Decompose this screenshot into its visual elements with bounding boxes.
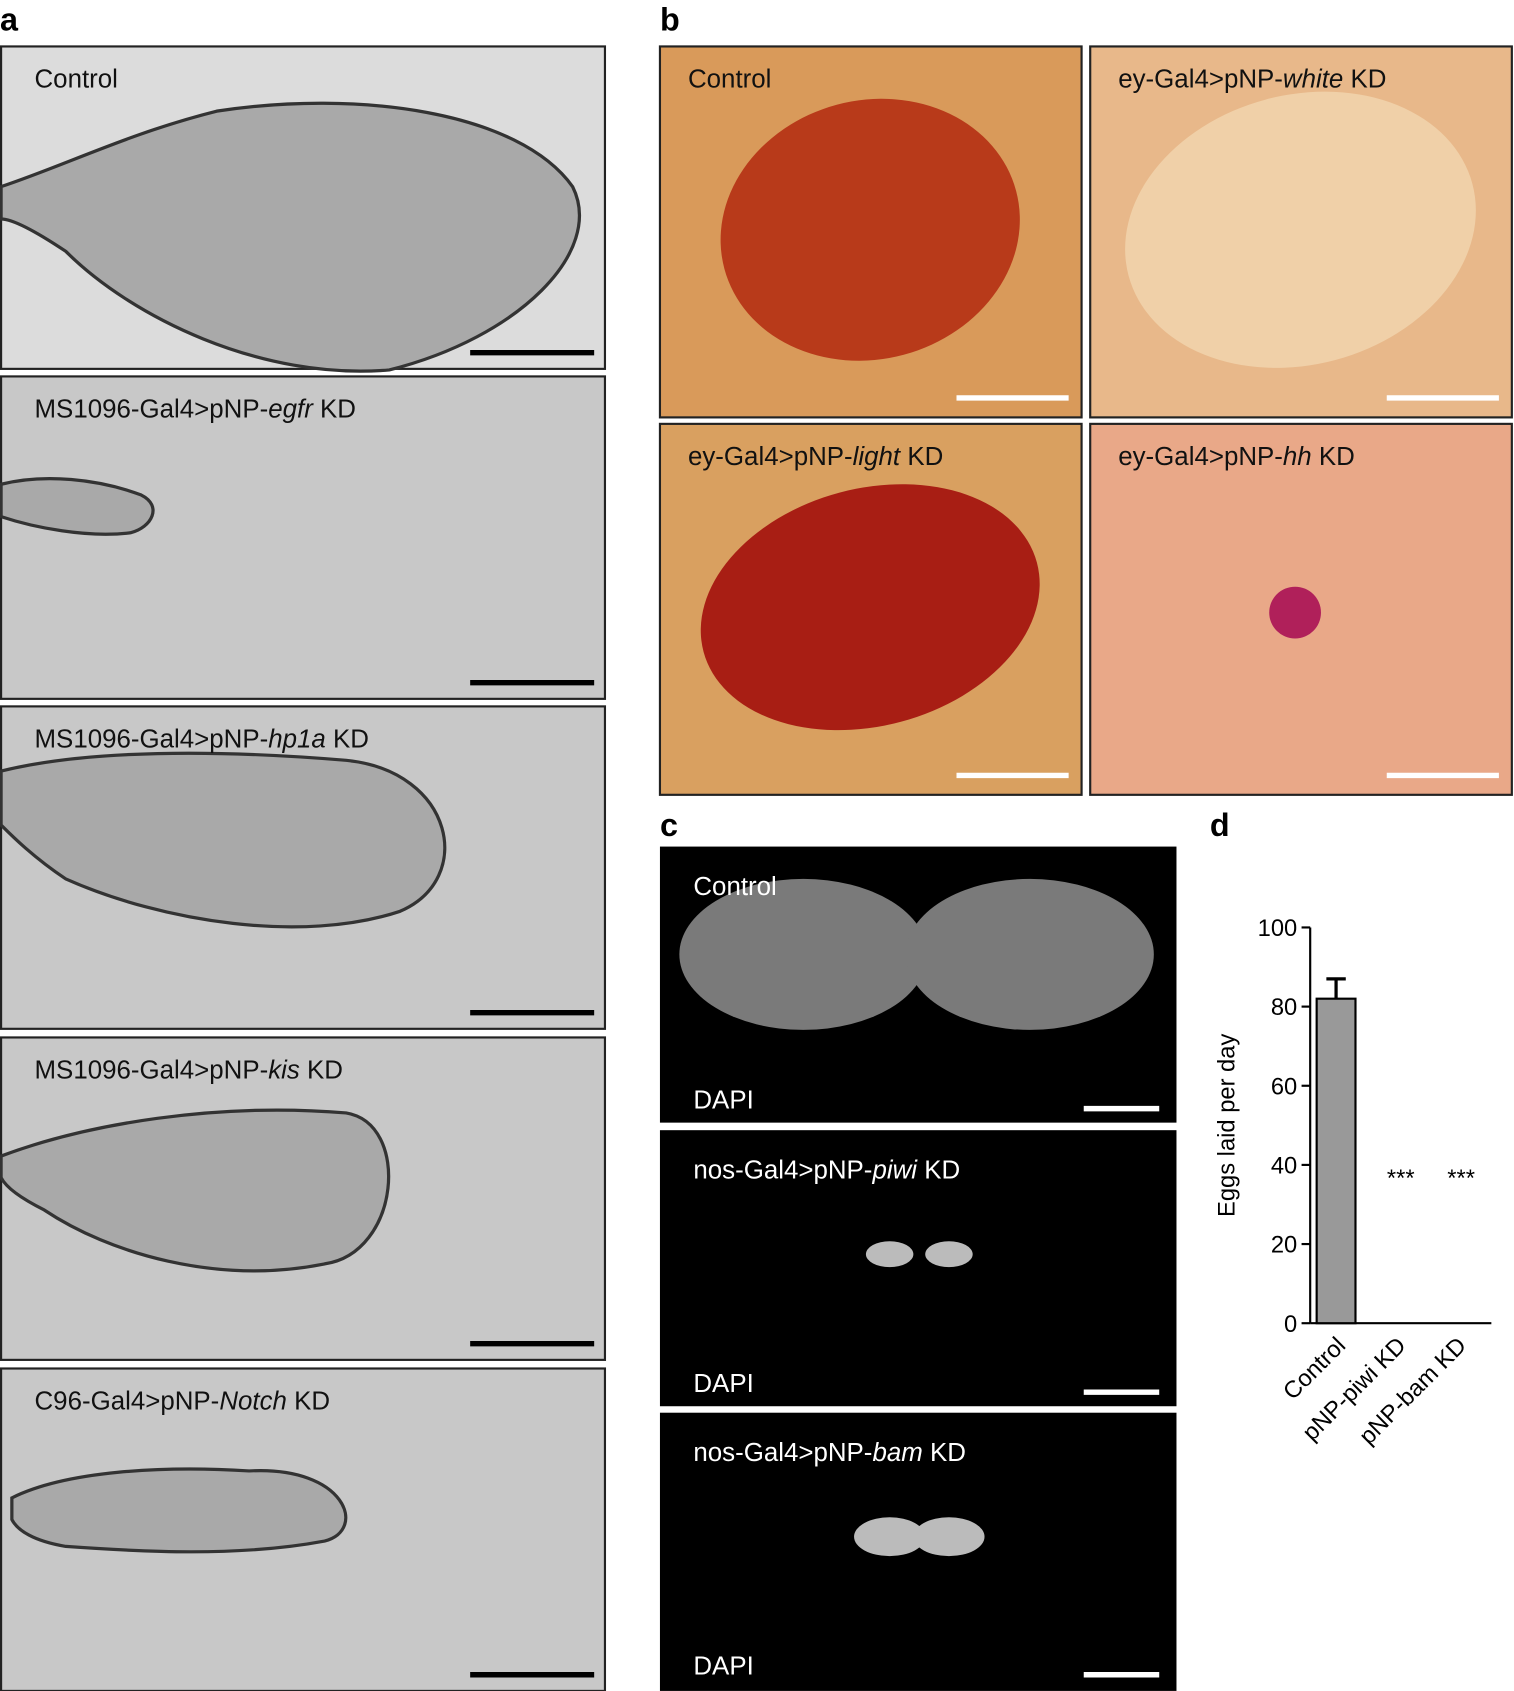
caption-part: ey-Gal4>pNP- — [1118, 65, 1283, 93]
error-bar — [1326, 977, 1346, 999]
stain-label: DAPI — [693, 1087, 753, 1115]
image-frame — [659, 1130, 1177, 1407]
ovary — [905, 878, 1154, 1030]
significance: *** — [1387, 1166, 1415, 1192]
eye — [1125, 91, 1476, 368]
caption-part: KD — [300, 1056, 343, 1084]
caption-part: egfr — [268, 395, 314, 423]
caption-part: nos-Gal4>pNP- — [693, 1157, 872, 1185]
caption: nos-Gal4>pNP-bam KD — [693, 1439, 966, 1467]
caption-part: hh — [1283, 443, 1312, 471]
caption-part: bam — [872, 1439, 922, 1467]
x-tick-label: pNP-bam KD — [1355, 1333, 1472, 1450]
eye — [720, 98, 1020, 361]
caption-part: KD — [923, 1439, 966, 1467]
caption-part: white — [1283, 65, 1343, 93]
caption: nos-Gal4>pNP-piwi KD — [693, 1157, 960, 1185]
panel-label: c — [660, 807, 678, 843]
ovary — [679, 878, 928, 1030]
eye — [700, 484, 1040, 731]
caption-part: Control — [35, 65, 118, 93]
caption-part: KD — [313, 395, 356, 423]
ovary — [854, 1517, 926, 1557]
caption: Control — [35, 65, 118, 93]
caption: ey-Gal4>pNP-light KD — [688, 443, 943, 471]
panel-label: d — [1210, 807, 1230, 843]
caption-part: MS1096-Gal4>pNP- — [35, 725, 269, 753]
caption-part: KD — [917, 1157, 960, 1185]
panel-label: a — [0, 1, 19, 37]
wing — [0, 751, 447, 929]
significance: *** — [1447, 1166, 1475, 1192]
caption-part: ey-Gal4>pNP- — [1118, 443, 1283, 471]
bar — [1315, 997, 1357, 1325]
caption-part: Notch — [219, 1387, 287, 1415]
y-axis-label: Eggs laid per day — [1215, 1034, 1241, 1217]
caption-part: hp1a — [268, 725, 326, 753]
caption-part: kis — [268, 1056, 300, 1084]
stain-label: DAPI — [693, 1370, 753, 1398]
wing — [0, 477, 155, 536]
eye — [1269, 586, 1321, 639]
y-tick-label: 20 — [1271, 1233, 1297, 1259]
wing — [0, 1108, 391, 1273]
stain-label: DAPI — [693, 1653, 753, 1681]
caption-part: Control — [688, 65, 771, 93]
ovary — [865, 1241, 914, 1268]
caption: Control — [693, 873, 776, 901]
caption-part: MS1096-Gal4>pNP- — [35, 1056, 269, 1084]
caption-part: KD — [1312, 443, 1355, 471]
caption-part: Control — [693, 873, 776, 901]
caption: MS1096-Gal4>pNP-kis KD — [35, 1056, 343, 1084]
caption-part: light — [853, 443, 902, 471]
caption-part: KD — [326, 725, 369, 753]
caption-part: ey-Gal4>pNP- — [688, 443, 853, 471]
caption-part: KD — [287, 1387, 330, 1415]
y-tick-label: 0 — [1284, 1312, 1297, 1338]
y-tick-label: 100 — [1258, 916, 1298, 942]
caption-part: nos-Gal4>pNP- — [693, 1439, 872, 1467]
caption-part: MS1096-Gal4>pNP- — [35, 395, 269, 423]
caption: C96-Gal4>pNP-Notch KD — [35, 1387, 331, 1415]
caption: Control — [688, 65, 771, 93]
caption: ey-Gal4>pNP-white KD — [1118, 65, 1386, 93]
caption-part: piwi — [871, 1157, 918, 1185]
caption: MS1096-Gal4>pNP-hp1a KD — [35, 725, 369, 753]
wing — [0, 101, 581, 373]
y-tick-label: 40 — [1271, 1154, 1297, 1180]
panel-label: b — [660, 1, 680, 37]
ovary — [925, 1241, 973, 1268]
caption-part: KD — [1343, 65, 1386, 93]
caption: ey-Gal4>pNP-hh KD — [1118, 443, 1355, 471]
caption-part: C96-Gal4>pNP- — [35, 1387, 220, 1415]
image-frame — [659, 1412, 1177, 1691]
y-tick-label: 80 — [1271, 995, 1297, 1021]
image-frame — [0, 375, 607, 700]
caption-part: KD — [900, 443, 943, 471]
caption: MS1096-Gal4>pNP-egfr KD — [35, 395, 356, 423]
wing — [10, 1467, 348, 1554]
y-tick-label: 60 — [1271, 1074, 1297, 1100]
ovary — [913, 1517, 985, 1557]
